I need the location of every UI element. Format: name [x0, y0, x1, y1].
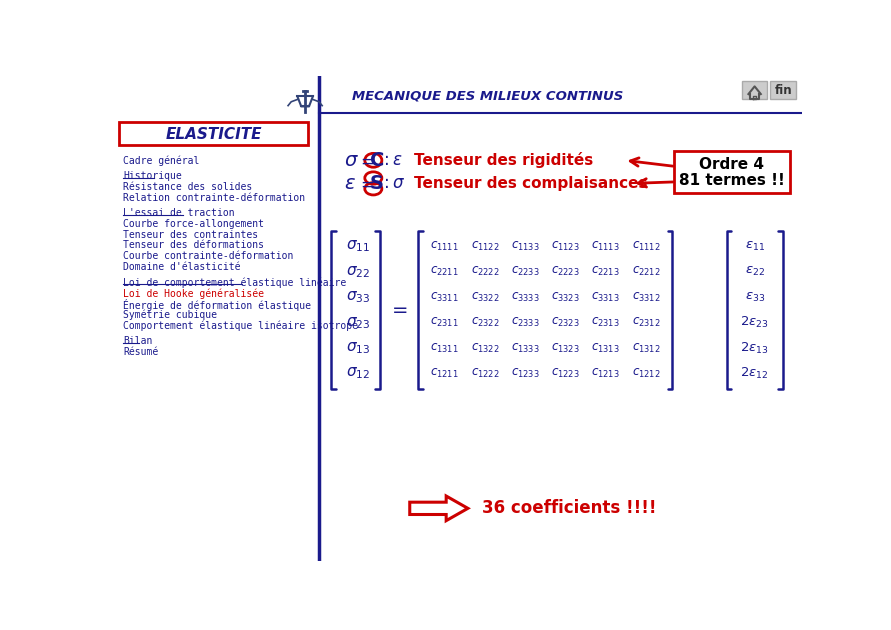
Text: $c_{3313}$: $c_{3313}$ [592, 291, 620, 304]
Text: Tenseur des contraintes: Tenseur des contraintes [123, 229, 258, 239]
Text: Tenseur des rigidités: Tenseur des rigidités [413, 152, 593, 168]
FancyBboxPatch shape [742, 81, 767, 100]
Text: $\sigma_{13}$: $\sigma_{13}$ [346, 340, 370, 356]
Text: Loi de comportement élastique linéaire: Loi de comportement élastique linéaire [123, 277, 347, 288]
Text: $c_{1211}$: $c_{1211}$ [430, 367, 459, 380]
Text: $2\varepsilon_{23}$: $2\varepsilon_{23}$ [740, 315, 769, 330]
Text: Comportement élastique linéaire isotrope: Comportement élastique linéaire isotrope [123, 321, 358, 331]
Text: Symétrie cubique: Symétrie cubique [123, 310, 217, 320]
Text: $c_{2233}$: $c_{2233}$ [511, 265, 540, 278]
Text: $c_{1123}$: $c_{1123}$ [552, 240, 580, 253]
Text: $c_{2213}$: $c_{2213}$ [592, 265, 620, 278]
Text: $:\varepsilon$: $:\varepsilon$ [380, 151, 402, 169]
Text: Bilan: Bilan [123, 336, 152, 346]
Text: $c_{3333}$: $c_{3333}$ [511, 291, 540, 304]
Text: Ordre 4: Ordre 4 [699, 158, 764, 173]
Text: $\sigma_{22}$: $\sigma_{22}$ [346, 264, 370, 280]
Text: L'essai de traction: L'essai de traction [123, 208, 234, 218]
Text: $\mathbf{S}$: $\mathbf{S}$ [370, 174, 384, 193]
Text: Courbe contrainte-déformation: Courbe contrainte-déformation [123, 251, 293, 261]
Text: $c_{2211}$: $c_{2211}$ [430, 265, 459, 278]
Text: ELASTICITE: ELASTICITE [166, 127, 262, 142]
Text: $c_{1213}$: $c_{1213}$ [592, 367, 620, 380]
Text: $\sigma$: $\sigma$ [344, 151, 359, 170]
Text: Historique: Historique [123, 171, 182, 181]
Text: $\varepsilon_{22}$: $\varepsilon_{22}$ [745, 265, 764, 278]
Text: 36 coefficients !!!!: 36 coefficients !!!! [482, 500, 657, 517]
Text: $\sigma_{12}$: $\sigma_{12}$ [346, 366, 370, 381]
Text: $c_{3311}$: $c_{3311}$ [430, 291, 459, 304]
Text: Énergie de déformation élastique: Énergie de déformation élastique [123, 299, 311, 311]
Text: $c_{1112}$: $c_{1112}$ [632, 240, 660, 253]
Text: 81 termes !!: 81 termes !! [679, 173, 785, 188]
Text: $c_{1313}$: $c_{1313}$ [592, 341, 620, 355]
Text: $2\varepsilon_{13}$: $2\varepsilon_{13}$ [740, 341, 769, 356]
Text: $c_{1233}$: $c_{1233}$ [511, 367, 540, 380]
Text: MECANIQUE DES MILIEUX CONTINUS: MECANIQUE DES MILIEUX CONTINUS [352, 89, 623, 102]
Text: $c_{2323}$: $c_{2323}$ [552, 316, 580, 329]
FancyBboxPatch shape [119, 122, 308, 145]
FancyArrow shape [410, 496, 468, 520]
Text: $c_{2311}$: $c_{2311}$ [430, 316, 459, 329]
Text: $\varepsilon_{33}$: $\varepsilon_{33}$ [745, 291, 764, 304]
Text: Résistance des solides: Résistance des solides [123, 182, 252, 192]
FancyBboxPatch shape [770, 81, 797, 100]
Text: $c_{2212}$: $c_{2212}$ [632, 265, 660, 278]
Text: $c_{1311}$: $c_{1311}$ [430, 341, 459, 355]
Text: $:\sigma$: $:\sigma$ [380, 175, 405, 192]
Text: $\varepsilon_{11}$: $\varepsilon_{11}$ [745, 240, 764, 253]
Text: $c_{2312}$: $c_{2312}$ [632, 316, 660, 329]
Text: $\sigma_{11}$: $\sigma_{11}$ [346, 239, 370, 255]
Text: $c_{1222}$: $c_{1222}$ [470, 367, 499, 380]
Text: $\mathbf{C}$: $\mathbf{C}$ [370, 151, 385, 170]
Text: $c_{1223}$: $c_{1223}$ [552, 367, 580, 380]
Text: $c_{1333}$: $c_{1333}$ [511, 341, 540, 355]
Text: Cadre général: Cadre général [123, 156, 200, 166]
Text: $c_{1323}$: $c_{1323}$ [552, 341, 580, 355]
Text: Tenseur des déformations: Tenseur des déformations [123, 241, 264, 250]
Text: Résumé: Résumé [123, 346, 159, 357]
Text: $c_{1322}$: $c_{1322}$ [470, 341, 499, 355]
Text: $c_{1312}$: $c_{1312}$ [632, 341, 660, 355]
Text: $c_{2223}$: $c_{2223}$ [552, 265, 580, 278]
Text: $c_{2222}$: $c_{2222}$ [470, 265, 499, 278]
Text: Loi de Hooke généralisée: Loi de Hooke généralisée [123, 288, 264, 299]
Text: Tenseur des complaisances: Tenseur des complaisances [413, 176, 647, 191]
Text: $c_{1113}$: $c_{1113}$ [592, 240, 620, 253]
Text: fin: fin [774, 84, 792, 97]
Text: $2\varepsilon_{12}$: $2\varepsilon_{12}$ [740, 366, 769, 381]
Text: $c_{1212}$: $c_{1212}$ [632, 367, 660, 380]
Text: $c_{1133}$: $c_{1133}$ [511, 240, 540, 253]
Text: $\sigma_{33}$: $\sigma_{33}$ [346, 290, 370, 305]
Text: $c_{2313}$: $c_{2313}$ [592, 316, 620, 329]
Text: $c_{3323}$: $c_{3323}$ [552, 291, 580, 304]
Text: $c_{3322}$: $c_{3322}$ [470, 291, 499, 304]
Text: $c_{2333}$: $c_{2333}$ [511, 316, 540, 329]
Text: Courbe force-allongement: Courbe force-allongement [123, 219, 264, 229]
Text: $=$: $=$ [357, 151, 374, 169]
FancyBboxPatch shape [674, 151, 789, 193]
Text: =: = [391, 301, 408, 319]
Text: $\varepsilon$: $\varepsilon$ [344, 174, 356, 193]
Text: $c_{2322}$: $c_{2322}$ [470, 316, 499, 329]
Text: Domaine d'élasticité: Domaine d'élasticité [123, 262, 241, 272]
Text: Relation contrainte-déformation: Relation contrainte-déformation [123, 193, 305, 203]
Text: $c_{3312}$: $c_{3312}$ [632, 291, 660, 304]
Text: $c_{1122}$: $c_{1122}$ [470, 240, 499, 253]
Text: $c_{1111}$: $c_{1111}$ [430, 240, 459, 253]
Text: $\sigma_{23}$: $\sigma_{23}$ [346, 315, 370, 331]
Text: $=$: $=$ [357, 175, 374, 192]
